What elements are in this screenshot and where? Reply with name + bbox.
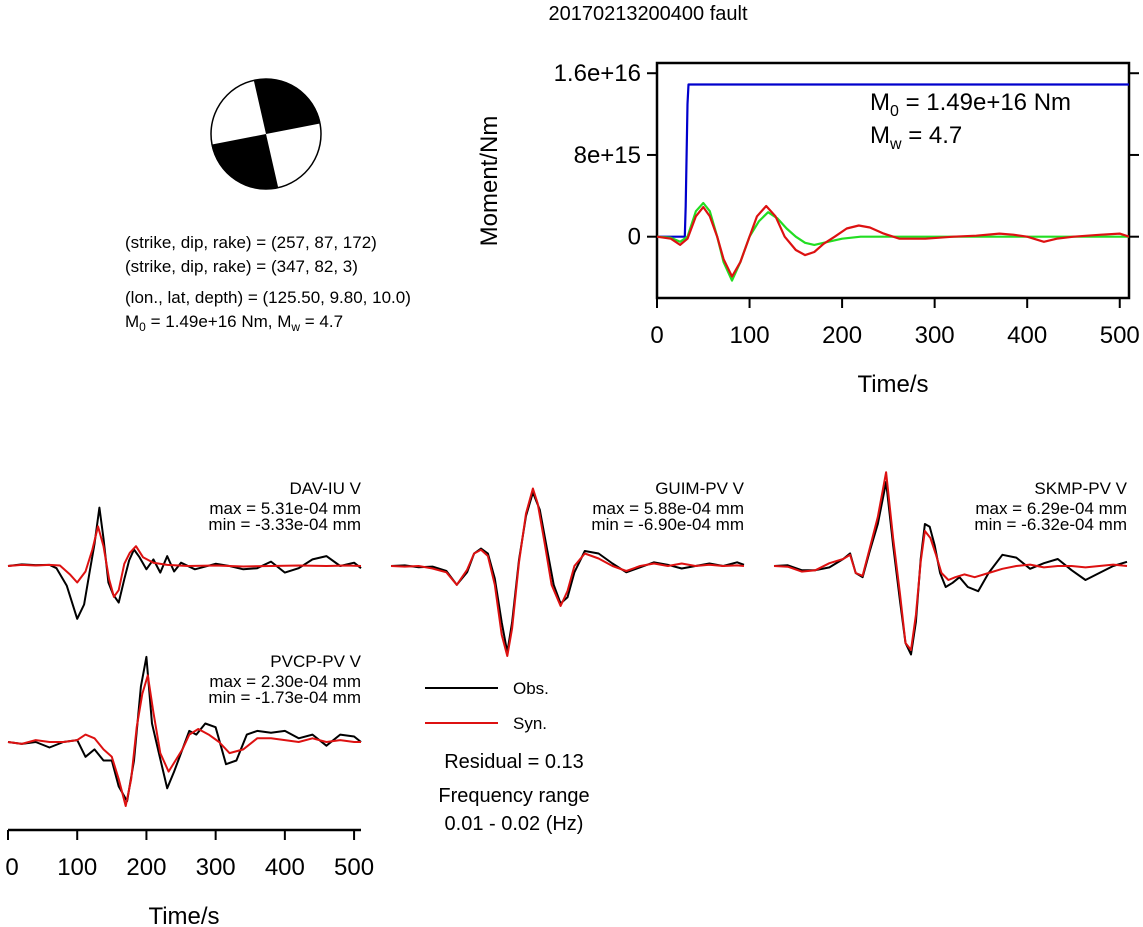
moment-x-axis: 0 100 200 300 400 500 <box>650 298 1140 349</box>
station-max: max = 6.29e-04 mm <box>975 499 1127 518</box>
moment-x-tick-label: 400 <box>1007 322 1047 349</box>
figure-title: 20170213200400 fault <box>548 3 748 25</box>
waveform-legend: Obs. Syn. <box>425 679 549 733</box>
moment-series-layer <box>656 83 1130 282</box>
waveform-syn-pvcp <box>7 674 361 807</box>
waveform-obs-pvcp <box>7 655 362 803</box>
station-name: SKMP-PV V <box>1034 479 1127 498</box>
waveform-x-tick-label: 200 <box>126 854 166 881</box>
moment-x-tick-label: 500 <box>1100 322 1140 349</box>
station-name: GUIM-PV V <box>655 479 744 498</box>
moment-annotation-m0: M0 = 1.49e+16 Nm <box>870 89 1071 120</box>
moment-annotation-mw-rest: = 4.7 <box>902 122 963 149</box>
moment-summary-mw-value: = 4.7 <box>300 312 343 331</box>
series-moment-rate-red <box>656 204 1130 278</box>
waveform-x-axis: 0 100 200 300 400 500 <box>5 828 374 881</box>
moment-y-tick-label: 8e+15 <box>574 142 641 169</box>
residual-text: Residual = 0.13 <box>444 751 584 773</box>
station-min: min = -1.73e-04 mm <box>208 688 361 707</box>
moment-y-label: Moment/Nm <box>476 116 503 247</box>
moment-summary-m0-value: = 1.49e+16 Nm, M <box>146 312 292 331</box>
waveform-syn-guim <box>390 487 745 657</box>
moment-annotation-mw-sub: w <box>889 136 902 153</box>
moment-x-tick-label: 100 <box>730 322 770 349</box>
station-name: PVCP-PV V <box>270 652 361 671</box>
moment-summary-m0-sub: 0 <box>139 320 146 334</box>
waveform-obs-dav <box>7 506 362 620</box>
moment-chart-frame <box>655 61 1131 300</box>
station-max: max = 5.88e-04 mm <box>592 499 744 518</box>
waveform-x-tick-label: 500 <box>334 854 374 881</box>
waveform-x-tick-label: 100 <box>57 854 97 881</box>
station-name: DAV-IU V <box>290 479 362 498</box>
waveform-syn-skmp <box>773 471 1128 651</box>
moment-annotation-m0-main: M <box>870 89 890 116</box>
moment-summary-m0: M <box>125 312 139 331</box>
series-cumulative-moment <box>657 83 1129 238</box>
waveform-x-label: Time/s <box>148 903 219 927</box>
station-min: min = -3.33e-04 mm <box>208 515 361 534</box>
frequency-range-value: 0.01 - 0.02 (Hz) <box>445 813 584 835</box>
moment-y-tick-label: 0 <box>628 224 641 251</box>
station-max: max = 2.30e-04 mm <box>209 672 361 691</box>
waveform-x-tick-label: 0 <box>5 854 18 881</box>
waveform-x-tick-label: 300 <box>196 854 236 881</box>
beachball-quadrant-ne <box>253 78 321 134</box>
series-moment-rate-green <box>656 201 1129 282</box>
frequency-range-title: Frequency range <box>438 785 589 807</box>
moment-x-label: Time/s <box>857 371 928 398</box>
moment-chart: 0 100 200 300 400 500 0 8e+15 1.6e+16 Time/s Mo… <box>476 60 1140 398</box>
station-max: max = 5.31e-04 mm <box>209 499 361 518</box>
waveform-x-tick-label: 400 <box>265 854 305 881</box>
waveform-syn-dav <box>7 525 362 598</box>
moment-x-tick-label: 0 <box>650 322 663 349</box>
moment-x-tick-label: 300 <box>915 322 955 349</box>
moment-annotation-mw-main: M <box>870 122 890 149</box>
moment-y-axis: 0 8e+15 1.6e+16 <box>554 60 1139 251</box>
station-min: min = -6.32e-04 mm <box>974 515 1127 534</box>
legend-obs-label: Obs. <box>513 679 549 698</box>
moment-x-tick-label: 200 <box>822 322 862 349</box>
moment-annotation-m0-sub: 0 <box>890 103 899 120</box>
focal-mechanism-beachball <box>210 78 322 190</box>
moment-annotation-mw: Mw = 4.7 <box>870 122 962 153</box>
legend-syn-label: Syn. <box>513 714 547 733</box>
moment-annotation-m0-rest: = 1.49e+16 Nm <box>899 89 1071 116</box>
moment-summary-mw-sub: w <box>290 320 300 334</box>
beachball-quadrant-sw <box>211 134 279 190</box>
nodal-plane-1: (strike, dip, rake) = (257, 87, 172) <box>125 233 377 252</box>
moment-y-tick-label: 1.6e+16 <box>554 60 641 87</box>
nodal-plane-2: (strike, dip, rake) = (347, 82, 3) <box>125 257 358 276</box>
moment-summary: M0 = 1.49e+16 Nm, Mw = 4.7 <box>125 312 343 334</box>
hypocenter-location: (lon., lat, depth) = (125.50, 9.80, 10.0… <box>125 288 411 307</box>
station-min: min = -6.90e-04 mm <box>591 515 744 534</box>
